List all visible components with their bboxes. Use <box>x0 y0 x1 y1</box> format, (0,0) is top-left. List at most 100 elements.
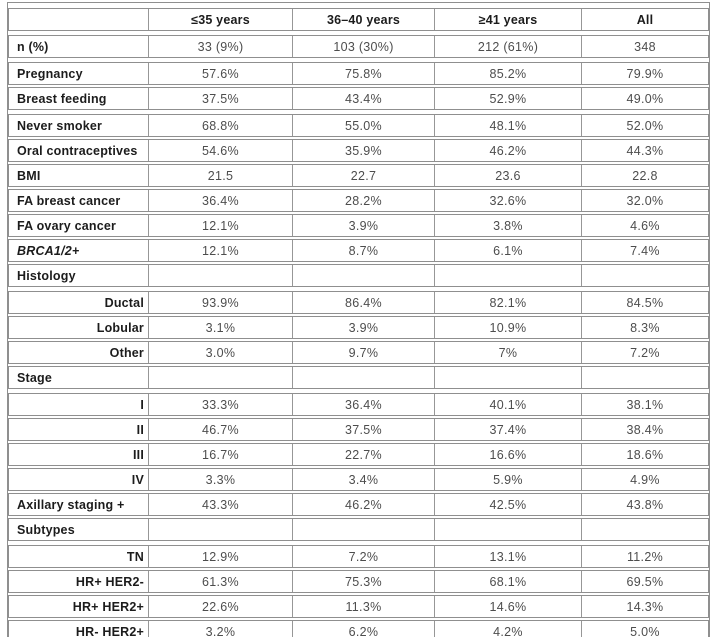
corner-cell <box>9 9 148 30</box>
cell-value: 3.0% <box>148 342 292 363</box>
cell-value: 3.9% <box>292 317 434 338</box>
cell-value <box>148 367 292 388</box>
row-label: BMI <box>17 169 41 183</box>
row-label: I <box>140 398 144 412</box>
table-row: IV 3.3% 3.4% 5.9% 4.9% <box>8 468 709 491</box>
cell-value: 3.8% <box>434 215 581 236</box>
row-label: Pregnancy <box>17 67 83 81</box>
table-row: BMI 21.5 22.7 23.6 22.8 <box>8 164 709 187</box>
cell-value: 4.2% <box>434 621 581 637</box>
table-row: I 33.3% 36.4% 40.1% 38.1% <box>8 393 709 416</box>
cell-value: 103 (30%) <box>292 36 434 57</box>
cell-value <box>148 265 292 286</box>
row-label: FA ovary cancer <box>17 219 117 233</box>
cell-value: 23.6 <box>434 165 581 186</box>
cell-value: 93.9% <box>148 292 292 313</box>
table-row: Axillary staging + 43.3% 46.2% 42.5% 43.8% <box>8 493 709 516</box>
cell-value: 13.1% <box>434 546 581 567</box>
cell-value: 75.3% <box>292 571 434 592</box>
cell-value: 36.4% <box>292 394 434 415</box>
cell-value: 12.1% <box>148 215 292 236</box>
column-header: ≥41 years <box>434 9 581 30</box>
cell-value <box>434 265 581 286</box>
column-header: ≤35 years <box>148 9 292 30</box>
cell-value: 9.7% <box>292 342 434 363</box>
cell-value: 3.1% <box>148 317 292 338</box>
table-row: BRCA1/2+ 12.1% 8.7% 6.1% 7.4% <box>8 239 709 262</box>
cell-value <box>148 519 292 540</box>
cell-value: 21.5 <box>148 165 292 186</box>
row-label: BRCA1/2+ <box>17 244 80 258</box>
table-row: Never smoker 68.8% 55.0% 48.1% 52.0% <box>8 114 709 137</box>
cell-value: 10.9% <box>434 317 581 338</box>
row-label: Histology <box>17 269 76 283</box>
cell-value <box>581 519 708 540</box>
cell-value: 35.9% <box>292 140 434 161</box>
cell-value: 48.1% <box>434 115 581 136</box>
table-row: II 46.7% 37.5% 37.4% 38.4% <box>8 418 709 441</box>
table-row: III 16.7% 22.7% 16.6% 18.6% <box>8 443 709 466</box>
row-label: HR+ HER2+ <box>72 600 144 614</box>
cell-value: 82.1% <box>434 292 581 313</box>
cell-value: 8.3% <box>581 317 708 338</box>
cell-value: 5.0% <box>581 621 708 637</box>
cell-value: 43.4% <box>292 88 434 109</box>
cell-value: 46.2% <box>434 140 581 161</box>
cell-value: 22.6% <box>148 596 292 617</box>
cell-value: 44.3% <box>581 140 708 161</box>
row-label: HR- HER2+ <box>75 625 144 637</box>
cell-value: 85.2% <box>434 63 581 84</box>
table-row: n (%) 33 (9%) 103 (30%) 212 (61%) 348 <box>8 35 709 58</box>
table-row: HR- HER2+ 3.2% 6.2% 4.2% 5.0% <box>8 620 709 637</box>
row-label: III <box>132 448 144 462</box>
cell-value: 43.8% <box>581 494 708 515</box>
cell-value: 36.4% <box>148 190 292 211</box>
cell-value: 79.9% <box>581 63 708 84</box>
cell-value: 7% <box>434 342 581 363</box>
cell-value: 55.0% <box>292 115 434 136</box>
cell-value: 32.6% <box>434 190 581 211</box>
cell-value: 12.1% <box>148 240 292 261</box>
row-label: Other <box>109 346 144 360</box>
cell-value <box>581 265 708 286</box>
row-label: HR+ HER2- <box>75 575 144 589</box>
row-label: Lobular <box>96 321 144 335</box>
table-row: Ductal 93.9% 86.4% 82.1% 84.5% <box>8 291 709 314</box>
cell-value: 22.7 <box>292 165 434 186</box>
row-label: Breast feeding <box>17 92 107 106</box>
cell-value: 84.5% <box>581 292 708 313</box>
cell-value <box>434 519 581 540</box>
table-row: HR+ HER2+ 22.6% 11.3% 14.6% 14.3% <box>8 595 709 618</box>
cell-value: 8.7% <box>292 240 434 261</box>
cell-value: 54.6% <box>148 140 292 161</box>
cell-value: 40.1% <box>434 394 581 415</box>
cell-value: 52.9% <box>434 88 581 109</box>
table-row: Other 3.0% 9.7% 7% 7.2% <box>8 341 709 364</box>
cell-value: 37.4% <box>434 419 581 440</box>
section-row: Stage <box>8 366 709 389</box>
cell-value: 75.8% <box>292 63 434 84</box>
cell-value: 16.6% <box>434 444 581 465</box>
cell-value <box>581 367 708 388</box>
row-label: Oral contraceptives <box>17 144 138 158</box>
cell-value: 7.2% <box>292 546 434 567</box>
cell-value: 3.9% <box>292 215 434 236</box>
cell-value: 3.4% <box>292 469 434 490</box>
cell-value: 68.1% <box>434 571 581 592</box>
table-row: TN 12.9% 7.2% 13.1% 11.2% <box>8 545 709 568</box>
row-label: IV <box>131 473 144 487</box>
table-row: HR+ HER2- 61.3% 75.3% 68.1% 69.5% <box>8 570 709 593</box>
row-label: Never smoker <box>17 119 103 133</box>
row-label: FA breast cancer <box>17 194 121 208</box>
cell-value: 42.5% <box>434 494 581 515</box>
cell-value: 4.6% <box>581 215 708 236</box>
cell-value: 57.6% <box>148 63 292 84</box>
cell-value: 22.7% <box>292 444 434 465</box>
cell-value <box>434 367 581 388</box>
cell-value: 33 (9%) <box>148 36 292 57</box>
cell-value: 6.2% <box>292 621 434 637</box>
cell-value: 46.7% <box>148 419 292 440</box>
cell-value: 37.5% <box>148 88 292 109</box>
cell-value: 7.2% <box>581 342 708 363</box>
cell-value: 52.0% <box>581 115 708 136</box>
